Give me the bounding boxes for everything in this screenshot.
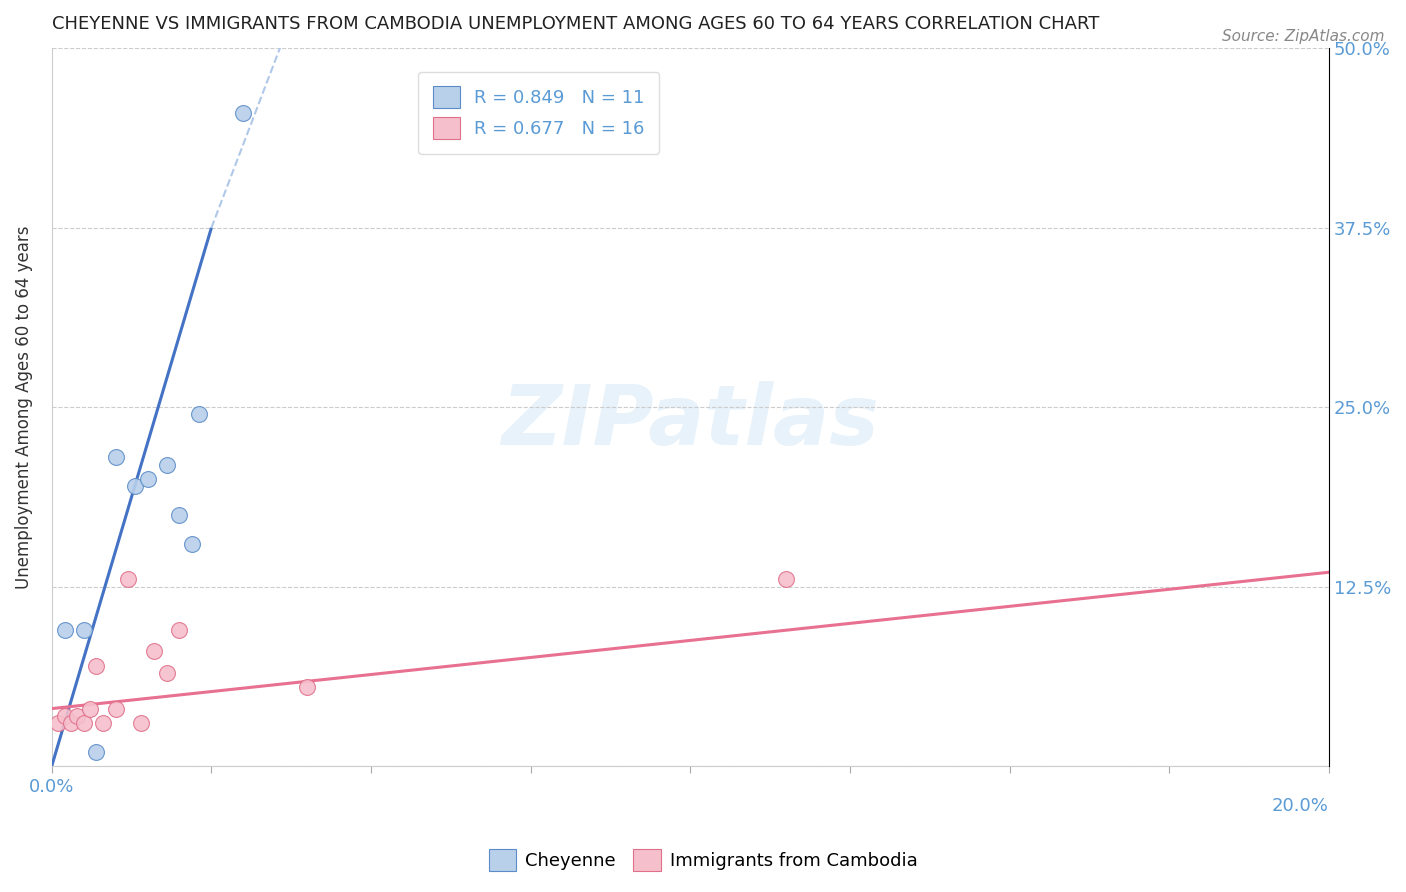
Point <box>232 106 254 120</box>
Text: Source: ZipAtlas.com: Source: ZipAtlas.com <box>1222 29 1385 45</box>
Point <box>104 450 127 465</box>
Point <box>181 536 204 550</box>
Point <box>86 658 108 673</box>
Text: CHEYENNE VS IMMIGRANTS FROM CAMBODIA UNEMPLOYMENT AMONG AGES 60 TO 64 YEARS CORR: CHEYENNE VS IMMIGRANTS FROM CAMBODIA UNE… <box>52 15 1099 33</box>
Point <box>142 644 165 658</box>
Point <box>775 573 797 587</box>
Point <box>79 701 101 715</box>
Point <box>59 715 82 730</box>
Text: 20.0%: 20.0% <box>1272 797 1329 814</box>
Legend: Cheyenne, Immigrants from Cambodia: Cheyenne, Immigrants from Cambodia <box>481 842 925 879</box>
Point <box>129 715 152 730</box>
Legend: R = 0.849   N = 11, R = 0.677   N = 16: R = 0.849 N = 11, R = 0.677 N = 16 <box>419 72 659 153</box>
Point <box>91 715 114 730</box>
Text: ZIPatlas: ZIPatlas <box>502 381 879 462</box>
Point <box>136 472 159 486</box>
Point <box>46 715 69 730</box>
Point <box>295 680 318 694</box>
Point <box>156 458 179 472</box>
Point <box>73 715 96 730</box>
Point <box>117 573 139 587</box>
Point <box>156 665 179 680</box>
Point <box>53 623 76 637</box>
Point <box>73 623 96 637</box>
Y-axis label: Unemployment Among Ages 60 to 64 years: Unemployment Among Ages 60 to 64 years <box>15 226 32 589</box>
Point <box>104 701 127 715</box>
Point <box>169 508 191 522</box>
Point <box>169 623 191 637</box>
Point <box>53 708 76 723</box>
Point <box>86 745 108 759</box>
Point <box>66 708 89 723</box>
Point <box>187 408 209 422</box>
Point <box>124 479 146 493</box>
